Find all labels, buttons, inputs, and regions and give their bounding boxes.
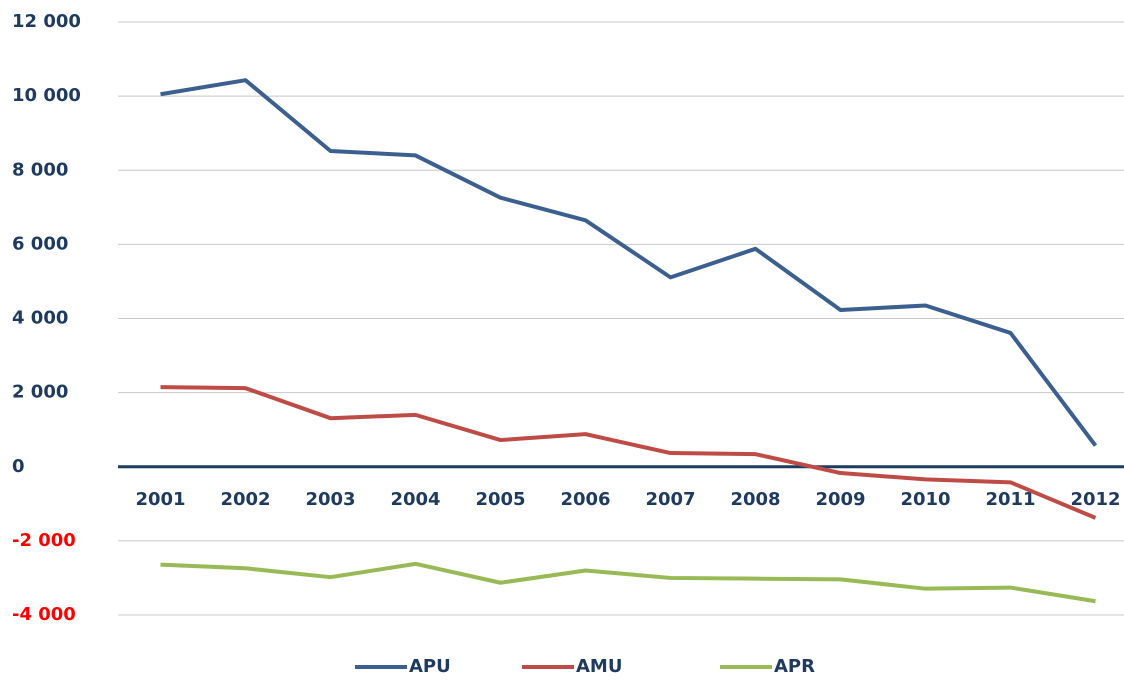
y-tick-label: 4 000 bbox=[12, 308, 68, 329]
series-line bbox=[160, 561, 1096, 604]
y-tick-label: 2 000 bbox=[12, 382, 68, 403]
y-tick-label: 12 000 bbox=[12, 11, 81, 32]
y-tick-label: -4 000 bbox=[12, 604, 76, 625]
x-tick-label: 2009 bbox=[815, 489, 865, 510]
x-tick-label: 2007 bbox=[645, 489, 695, 510]
series-line bbox=[160, 385, 1097, 520]
x-tick-label: 2004 bbox=[390, 489, 440, 510]
x-tick-label: 2011 bbox=[985, 489, 1035, 510]
x-tick-label: 2001 bbox=[135, 489, 185, 510]
y-tick-label: 10 000 bbox=[12, 85, 81, 106]
legend-label: APU bbox=[409, 656, 451, 677]
x-tick-label: 2003 bbox=[305, 489, 355, 510]
series-line bbox=[160, 78, 1098, 447]
x-tick-label: 2008 bbox=[730, 489, 780, 510]
y-tick-label: -2 000 bbox=[12, 530, 76, 551]
y-tick-label: 8 000 bbox=[12, 159, 68, 180]
x-tick-label: 2010 bbox=[900, 489, 950, 510]
x-tick-label: 2012 bbox=[1070, 489, 1120, 510]
legend-label: AMU bbox=[576, 656, 622, 677]
x-tick-label: 2006 bbox=[560, 489, 610, 510]
legend-label: APR bbox=[774, 656, 815, 677]
y-tick-label: 6 000 bbox=[12, 233, 68, 254]
y-tick-label: 0 bbox=[12, 456, 25, 477]
x-tick-label: 2005 bbox=[475, 489, 525, 510]
x-tick-label: 2002 bbox=[220, 489, 270, 510]
